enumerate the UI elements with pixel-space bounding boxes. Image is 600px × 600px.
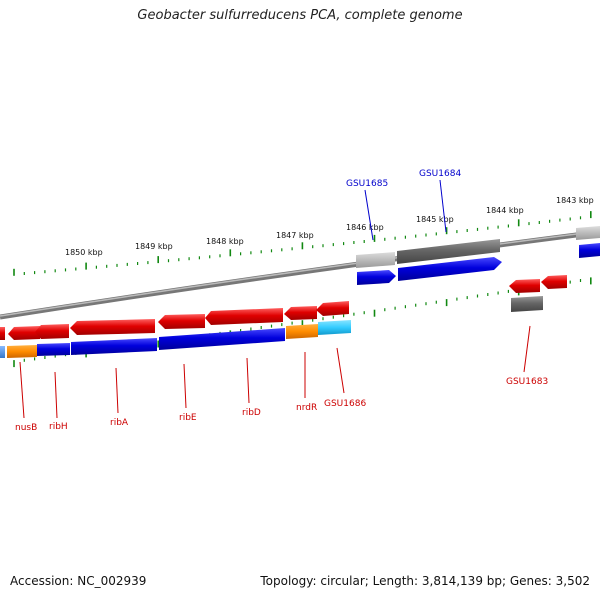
gene-arrow[interactable] bbox=[0, 327, 5, 340]
scale-label-1848: 1848 kbp bbox=[206, 237, 244, 246]
genome-backbone bbox=[0, 229, 600, 320]
gene-arrow[interactable] bbox=[509, 279, 540, 293]
scale-label-1844: 1844 kbp bbox=[486, 206, 524, 215]
gene-label-ribe[interactable]: ribE bbox=[179, 413, 197, 423]
cds-box[interactable] bbox=[37, 343, 70, 356]
gene-label-gsu1683[interactable]: GSU1683 bbox=[506, 377, 548, 387]
gene-label-ribh[interactable]: ribH bbox=[49, 422, 68, 432]
gene-label-riba[interactable]: ribA bbox=[110, 418, 129, 428]
gene-label-nusb[interactable]: nusB bbox=[15, 423, 37, 433]
lower-label-leaders bbox=[19, 325, 531, 419]
scale-label-1845: 1845 kbp bbox=[416, 215, 454, 224]
gene-arrow[interactable] bbox=[158, 314, 205, 329]
gene-label-nrdr[interactable]: nrdR bbox=[296, 403, 317, 413]
cds-box[interactable] bbox=[71, 338, 157, 355]
upper-scale-ruler bbox=[13, 211, 592, 276]
gene-label-gsu1686[interactable]: GSU1686 bbox=[324, 399, 366, 409]
upper-gene-track bbox=[356, 226, 600, 285]
scale-label-1846: 1846 kbp bbox=[346, 223, 384, 232]
cds-box[interactable] bbox=[0, 346, 5, 358]
cds-box[interactable] bbox=[286, 324, 318, 339]
cds-box[interactable] bbox=[159, 328, 285, 350]
gene-label-gsu1684[interactable]: GSU1684 bbox=[419, 169, 461, 179]
cds-box[interactable] bbox=[7, 345, 37, 358]
upper-label-leaders bbox=[364, 179, 447, 241]
lower-red-track bbox=[0, 275, 567, 340]
gene-arrow[interactable] bbox=[284, 306, 317, 320]
genome-backbone-highlight bbox=[0, 230, 600, 317]
cds-box[interactable] bbox=[397, 239, 500, 264]
gene-arrow[interactable] bbox=[35, 324, 69, 339]
gene-arrow[interactable] bbox=[316, 301, 349, 316]
scale-label-1843: 1843 kbp bbox=[556, 196, 594, 205]
gene-arrow[interactable] bbox=[579, 243, 600, 258]
lower-cds-track bbox=[0, 296, 543, 358]
gene-label-ribd[interactable]: ribD bbox=[242, 408, 261, 418]
gene-arrow[interactable] bbox=[205, 308, 283, 325]
gene-arrow[interactable] bbox=[398, 257, 502, 281]
scale-label-1849: 1849 kbp bbox=[135, 242, 173, 251]
gene-label-gsu1685[interactable]: GSU1685 bbox=[346, 179, 388, 189]
gene-arrow[interactable] bbox=[541, 275, 567, 289]
accession-label: Accession: NC_002939 bbox=[10, 574, 147, 588]
scale-label-1850: 1850 kbp bbox=[65, 248, 103, 257]
gene-arrow[interactable] bbox=[357, 270, 396, 285]
cds-box[interactable] bbox=[318, 320, 351, 335]
genome-info-label: Topology: circular; Length: 3,814,139 bp… bbox=[260, 574, 590, 588]
gene-arrow[interactable] bbox=[70, 319, 155, 335]
cds-box[interactable] bbox=[576, 226, 600, 240]
page-title: Geobacter sulfurreducens PCA, complete g… bbox=[137, 8, 463, 23]
gene-arrow[interactable] bbox=[8, 326, 40, 340]
cds-box[interactable] bbox=[356, 252, 395, 268]
scale-label-1847: 1847 kbp bbox=[276, 231, 314, 240]
cds-box[interactable] bbox=[511, 296, 543, 312]
